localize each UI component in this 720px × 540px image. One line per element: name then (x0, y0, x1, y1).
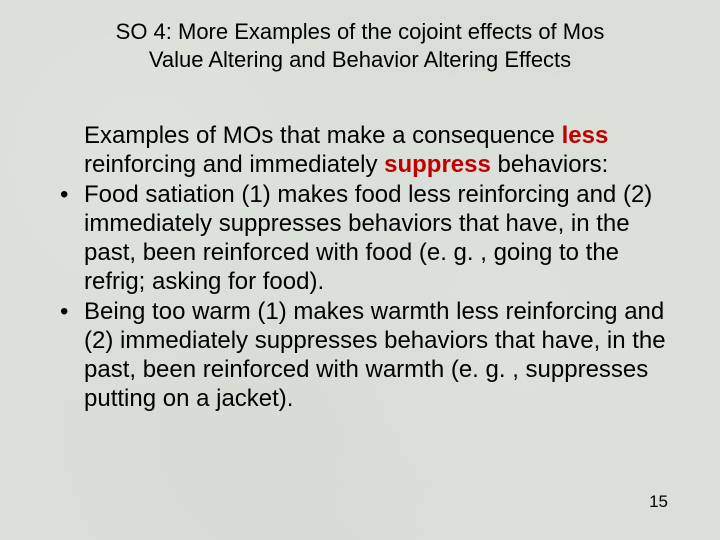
intro-seg-2: reinforcing and immediately (84, 151, 384, 178)
slide: SO 4: More Examples of the cojoint effec… (0, 0, 720, 540)
intro-highlight-less: less (562, 122, 609, 149)
list-item: Food satiation (1) makes food less reinf… (50, 180, 670, 297)
title-line-2: Value Altering and Behavior Altering Eff… (149, 47, 571, 72)
bullet-list: Food satiation (1) makes food less reinf… (50, 180, 670, 414)
intro-paragraph: Examples of MOs that make a consequence … (84, 121, 670, 180)
bullet-text: Being too warm (1) makes warmth less rei… (84, 298, 666, 413)
list-item: Being too warm (1) makes warmth less rei… (50, 297, 670, 414)
bullet-text: Food satiation (1) makes food less reinf… (84, 181, 652, 296)
intro-seg-3: behaviors: (491, 151, 608, 178)
intro-highlight-suppress: suppress (384, 151, 491, 178)
slide-title: SO 4: More Examples of the cojoint effec… (50, 18, 670, 73)
page-number: 15 (649, 492, 668, 512)
intro-seg-1: Examples of MOs that make a consequence (84, 122, 562, 149)
slide-body: Examples of MOs that make a consequence … (50, 121, 670, 414)
title-line-1: SO 4: More Examples of the cojoint effec… (116, 19, 605, 44)
